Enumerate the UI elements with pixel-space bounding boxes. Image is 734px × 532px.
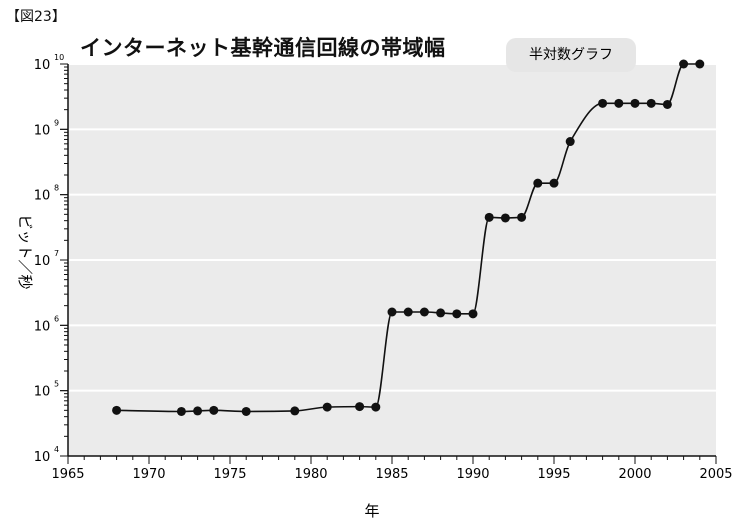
x-tick-label: 1965 [51, 467, 84, 482]
data-point [419, 307, 429, 317]
data-point [193, 406, 203, 416]
y-tick-exponent: 10 [54, 53, 64, 62]
y-minor-ticks [60, 63, 68, 457]
x-tick-labels: 1965 1970 1975 1980 1985 1990 1995 2000 2005 [51, 467, 732, 482]
data-point [403, 307, 413, 317]
data-point [112, 405, 122, 415]
data-point [209, 405, 219, 415]
data-point [614, 98, 624, 108]
data-point [565, 137, 575, 147]
data-point [662, 99, 672, 109]
data-point [500, 213, 510, 223]
chart-title: インターネット基幹通信回線の帯域幅 [80, 36, 446, 60]
data-point [241, 406, 251, 416]
data-points [112, 59, 705, 416]
y-tick-exponent: 9 [54, 118, 59, 127]
y-tick-exponent: 4 [54, 445, 59, 454]
x-tick-label: 1975 [213, 467, 246, 482]
y-tick-label: 10 [34, 58, 51, 73]
y-axis-label: ビット／秒 [16, 214, 34, 289]
data-point [371, 402, 381, 412]
data-point [290, 406, 300, 416]
chart-badge-label: 半対数グラフ [529, 47, 613, 63]
data-point [533, 178, 543, 188]
data-point [630, 98, 640, 108]
data-point [322, 402, 332, 412]
x-axis-label: 年 [364, 502, 379, 520]
y-tick-label: 10 [34, 189, 51, 204]
y-tick-label: 10 [34, 319, 51, 334]
x-tick-label: 1980 [294, 467, 327, 482]
data-point [646, 98, 656, 108]
x-tick-label: 1995 [537, 467, 570, 482]
x-tick-label: 2000 [618, 467, 651, 482]
x-tick-label: 2005 [699, 467, 732, 482]
y-tick-exponent: 5 [54, 380, 59, 389]
chart-badge: 半対数グラフ [506, 38, 636, 72]
x-tick-label: 1985 [375, 467, 408, 482]
data-point [484, 212, 494, 222]
data-point [549, 178, 559, 188]
y-tick-label: 10 [34, 254, 51, 269]
data-point [176, 406, 186, 416]
y-tick-exponent: 8 [54, 184, 59, 193]
x-tick-label: 1990 [456, 467, 489, 482]
chart-badge-background [506, 38, 636, 72]
data-point [436, 308, 446, 318]
data-point [355, 402, 365, 412]
data-point [517, 212, 527, 222]
series-line [116, 63, 700, 413]
data-point [468, 309, 478, 319]
y-tick-label: 10 [34, 450, 51, 465]
y-tick-exponent: 6 [54, 314, 59, 323]
y-tick-exponent: 7 [54, 249, 59, 258]
x-minor-ticks [67, 456, 717, 464]
figure-label: 【図23】 [6, 9, 66, 25]
data-point [387, 307, 397, 317]
y-tick-label: 10 [34, 123, 51, 138]
x-tick-label: 1970 [132, 467, 165, 482]
y-tick-label: 10 [34, 385, 51, 400]
data-point [598, 98, 608, 108]
data-point [679, 59, 689, 69]
data-point [695, 59, 705, 69]
data-point [452, 309, 462, 319]
